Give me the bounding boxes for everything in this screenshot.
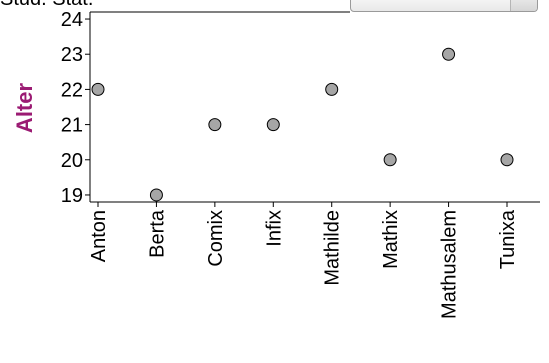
y-tick-label: 23 [61,44,83,66]
x-ticks: Anton Berta Comix Infix Mathilde Mathix Mathus… [88,202,519,319]
x-tick-label: Mathusalem [439,210,461,319]
data-point[interactable] [325,82,339,96]
chart-type-dropdown[interactable] [350,0,538,12]
data-point[interactable] [383,153,397,167]
y-ticks: 19 20 21 22 23 24 [61,9,90,207]
chevron-down-icon[interactable] [510,0,537,11]
x-tick-label: Infix [263,210,285,247]
app-title: Stud. Stat. [0,0,93,11]
chart-axes [89,11,540,203]
x-tick-label: Mathilde [322,210,344,286]
data-point[interactable] [208,118,222,132]
x-tick-label: Berta [146,209,168,258]
y-axis-label: Alter [12,83,37,134]
data-point[interactable] [149,188,163,202]
y-tick-label: 20 [61,150,83,172]
data-point[interactable] [266,118,280,132]
y-tick-label: 19 [61,185,83,207]
data-point[interactable] [442,47,456,61]
x-tick-label: Anton [88,210,110,262]
y-tick-label: 21 [61,115,83,137]
x-tick-label: Mathix [380,210,402,269]
y-tick-label: 22 [61,79,83,101]
data-point[interactable] [500,153,514,167]
data-points [91,47,514,202]
x-tick-label: Tunixa [497,209,519,269]
x-tick-label: Comix [205,210,227,267]
data-point[interactable] [91,82,105,96]
y-tick-label: 24 [61,9,83,31]
